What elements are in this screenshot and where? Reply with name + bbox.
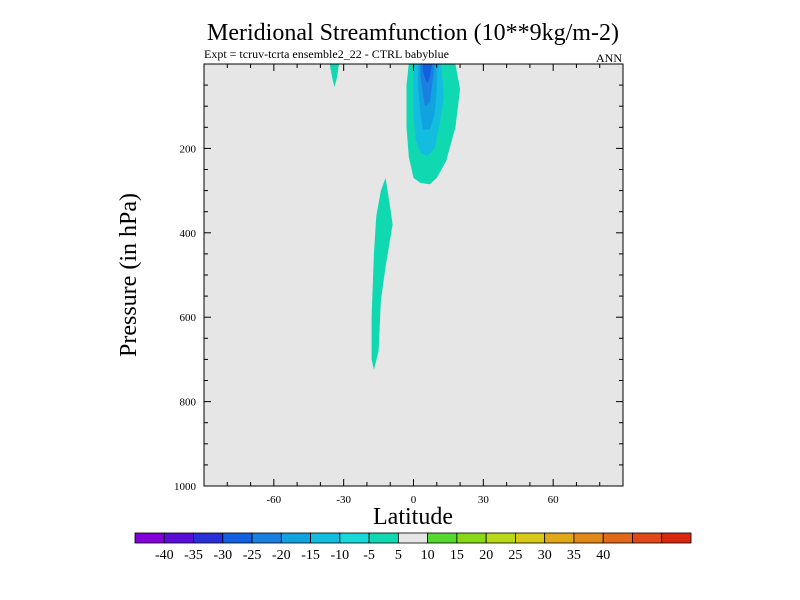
y-tick-label: 200 — [180, 143, 197, 155]
plot-area: -60 -30 0 30 60 200 400 600 800 1000 — [174, 63, 624, 506]
colorbar-swatch — [573, 532, 604, 544]
x-tick-label: -60 — [266, 494, 281, 506]
season-label: ANN — [596, 51, 622, 65]
tropical-plume-region — [371, 177, 393, 370]
colorbar-swatch — [134, 532, 165, 544]
colorbar-swatch — [222, 532, 253, 544]
colorbar-label: -5 — [363, 548, 375, 563]
colorbar-swatch — [251, 532, 282, 544]
colorbar-label: -15 — [301, 548, 320, 563]
negative-cell-nh-region — [422, 64, 433, 83]
colorbar-swatch — [456, 532, 487, 544]
colorbar-label: 35 — [567, 548, 581, 563]
colorbar-label: -10 — [330, 548, 349, 563]
colorbar-label: 5 — [395, 548, 402, 563]
colorbar-label: 10 — [421, 548, 435, 563]
colorbar-label: -30 — [213, 548, 232, 563]
colorbar: -40 -35 -30 -25 -20 -15 -10 -5 5 10 15 20 25 30 35 40 — [134, 532, 692, 563]
y-tick-label: 400 — [180, 228, 197, 240]
colorbar-label: 25 — [508, 548, 522, 563]
colorbar-label: 15 — [450, 548, 464, 563]
y-tick-label: 1000 — [174, 481, 197, 493]
colorbar-swatch — [339, 532, 370, 544]
colorbar-label: 20 — [479, 548, 493, 563]
colorbar-swatch — [163, 532, 194, 544]
colorbar-swatch — [193, 532, 224, 544]
colorbar-swatch — [368, 532, 399, 544]
colorbar-swatch — [632, 532, 663, 544]
x-axis-title: Latitude — [373, 504, 453, 530]
colorbar-swatch — [661, 532, 692, 544]
colorbar-label: -25 — [243, 548, 262, 563]
x-tick-label: 0 — [411, 494, 417, 506]
colorbar-swatch — [544, 532, 575, 544]
colorbar-label: -40 — [155, 548, 174, 563]
x-tick-label: -30 — [336, 494, 351, 506]
y-tick-label: 600 — [180, 312, 197, 324]
colorbar-swatch — [280, 532, 311, 544]
colorbar-swatch — [602, 532, 633, 544]
chart-title: Meridional Streamfunction (10**9kg/m-2) — [207, 20, 619, 46]
x-tick-label: 60 — [548, 494, 560, 506]
colorbar-swatch — [427, 532, 458, 544]
colorbar-swatch — [515, 532, 546, 544]
colorbar-label: -20 — [272, 548, 291, 563]
colorbar-label: 30 — [538, 548, 552, 563]
colorbar-label: 40 — [596, 548, 610, 563]
x-tick-label: 30 — [478, 494, 490, 506]
y-tick-label: 800 — [180, 397, 197, 409]
colorbar-swatch — [310, 532, 341, 544]
colorbar-label: -35 — [184, 548, 203, 563]
south-spike-region — [329, 64, 339, 88]
colorbar-swatch — [397, 532, 429, 544]
chart-subtitle: Expt = tcruv-tcrta ensemble2_22 - CTRL b… — [204, 47, 449, 61]
contour-fills — [329, 64, 461, 370]
y-axis-title: Pressure (in hPa) — [116, 193, 142, 357]
colorbar-swatch — [485, 532, 516, 544]
axis-ticks: -60 -30 0 30 60 200 400 600 800 1000 — [174, 63, 624, 506]
